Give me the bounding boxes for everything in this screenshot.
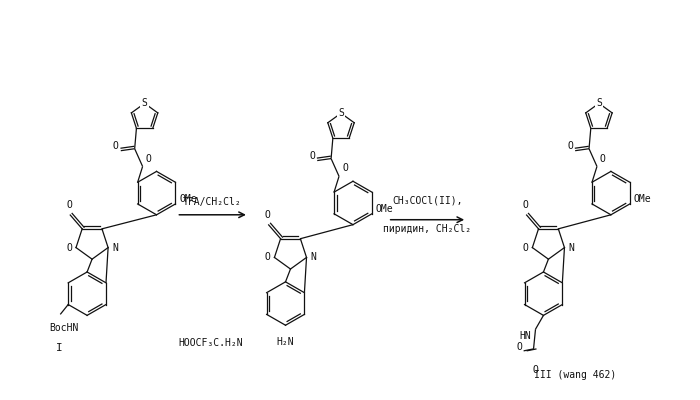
Text: N: N — [311, 252, 316, 262]
Text: OMe: OMe — [634, 194, 652, 204]
Text: O: O — [533, 365, 538, 375]
Text: S: S — [596, 98, 602, 108]
Text: BocHN: BocHN — [50, 323, 79, 333]
Text: OMe: OMe — [376, 204, 393, 214]
Text: HN: HN — [520, 331, 531, 341]
Text: O: O — [66, 200, 72, 210]
Text: O: O — [600, 154, 606, 164]
Text: O: O — [265, 252, 270, 262]
Text: S: S — [338, 108, 344, 118]
Text: CH₃COCl(II),: CH₃COCl(II), — [392, 196, 463, 206]
Text: O: O — [113, 141, 119, 151]
Text: O: O — [523, 200, 528, 210]
Text: S: S — [141, 98, 148, 108]
Text: TFA/CH₂Cl₂: TFA/CH₂Cl₂ — [183, 197, 242, 207]
Text: O: O — [517, 342, 523, 352]
Text: O: O — [342, 163, 348, 173]
Text: O: O — [66, 242, 72, 252]
Text: N: N — [112, 242, 118, 252]
Text: N: N — [568, 242, 574, 252]
Text: OMe: OMe — [179, 194, 197, 204]
Text: O: O — [146, 154, 151, 164]
Text: O: O — [309, 151, 315, 161]
Text: O: O — [567, 141, 573, 151]
Text: H₂N: H₂N — [276, 337, 294, 347]
Text: O: O — [522, 242, 528, 252]
Text: HOOCF₃C.H₂N: HOOCF₃C.H₂N — [178, 338, 244, 348]
Text: O: O — [265, 210, 271, 220]
Text: I: I — [56, 343, 63, 353]
Text: пиридин, CH₂Cl₂: пиридин, CH₂Cl₂ — [384, 224, 471, 234]
Text: III (wang 462): III (wang 462) — [534, 370, 616, 380]
